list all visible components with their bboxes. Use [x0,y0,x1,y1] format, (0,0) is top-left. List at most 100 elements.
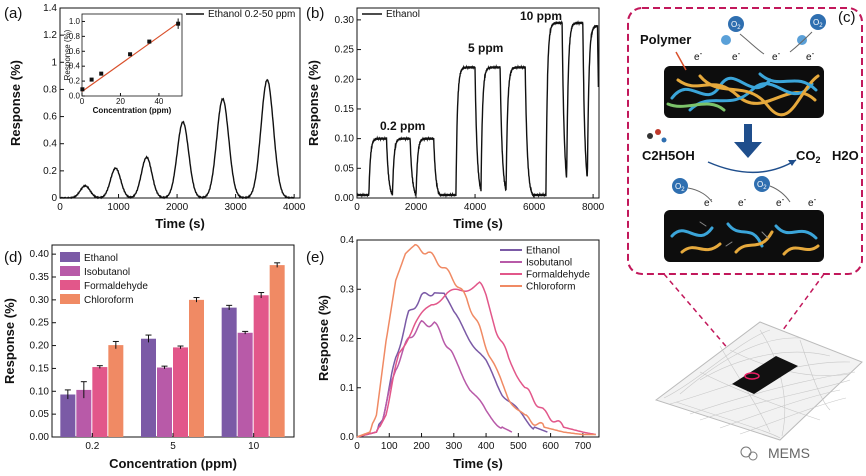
panel-e-axis-ticks: 0 100 200 300 400 500 600 700 0.0 0.1 0.2 0.3 0.4 [340,235,592,452]
polymer-chains-top [666,72,820,117]
a-xtick-label-1: 1000 [107,202,130,213]
panel-d-axis-ticks: 0.00 0.05 0.10 0.15 0.20 0.25 0.30 0.35 0.40 [30,249,56,443]
svg-text:O2: O2 [675,182,685,193]
bar-isobutanol-2 [237,332,253,437]
a-ytick-label-5: 1 [51,57,57,68]
inset-fit-line [81,22,179,93]
panel-b-response-curve [356,19,600,198]
annotation-5ppm: 5 ppm [468,41,503,55]
inset-ylabel: Response (%) [63,29,72,80]
panel-b-axis-ticks: 0 2000 4000 6000 8000 0.00 0.05 0.10 0.15 0.20 0.2… [335,15,605,213]
annotation-0-2ppm: 0.2 ppm [380,119,425,133]
a-ytick-label-3: 0.6 [43,112,57,123]
d-ytick-label-7: 0.35 [30,272,50,283]
inset-points [80,18,181,92]
d-ytick-label-4: 0.20 [30,341,50,352]
e-xtick-label-4: 400 [478,441,495,452]
curve-isobutanol [356,319,513,438]
e-legend-label-formaldehyde: Formaldehyde [526,270,590,281]
b-xtick-label-1: 2000 [405,202,428,213]
panel-a-legend-label: Ethanol 0.2-50 ppm [208,9,295,20]
panel-e: (e) 0 100 200 300 400 500 600 700 0.0 0.1 0.2 0.3 0.… [306,235,600,471]
watermark-text: MEMS [768,445,810,461]
svg-text:e-: e- [808,195,817,209]
bar-isobutanol-1 [157,367,172,437]
panel-e-xlabel: Time (s) [453,456,503,471]
electron-labels-top: e- e- e- e- [694,49,815,63]
inset-ytick-label-4: 0.8 [69,32,81,41]
inset-ticks: 0 20 40 0.0 0.2 0.4 0.6 0.8 1.0 [69,17,164,106]
e-ytick-label-1: 0.1 [340,383,354,394]
inset-xtick-label-0: 0 [80,97,85,106]
b-xtick-label-2: 4000 [464,202,487,213]
panel-c-schematic: (c) e- e- e- e- O2 O2 [627,7,863,461]
legend-label-ethanol: Ethanol [84,253,118,264]
e-ytick-label-4: 0.4 [340,235,354,246]
svg-text:e-: e- [772,49,781,63]
inset-xtick-label-1: 20 [116,97,125,106]
a-xtick-label-4: 4000 [283,202,306,213]
bar-ethanol-1 [141,338,156,437]
d-ytick-label-3: 0.15 [30,363,50,374]
reaction-equation: C2H5OH CO2 H2O [642,129,859,173]
e-xtick-label-5: 500 [510,441,527,452]
panel-a-response-curve [60,78,295,200]
legend-label-chloroform: Chloroform [84,295,133,306]
process-arrow [734,124,762,158]
panel-a: (a) 0 1000 2000 3000 4000 0 0.2 0.4 0.6 0.8 1 1.2 1.… [4,3,306,231]
inset-point-1 [89,77,94,82]
bar-chloroform-1 [189,299,204,437]
e-xtick-label-2: 200 [413,441,430,452]
panel-a-xlabel: Time (s) [155,216,205,231]
a-ytick-label-1: 0.2 [43,166,57,177]
e-xtick-label-7: 700 [575,441,592,452]
panel-a-label: (a) [4,5,22,22]
oxygen-molecules-top: O2 O2 [721,14,826,55]
d-ytick-label-2: 0.10 [30,386,50,397]
legend-label-formaldehyde: Formaldehyde [84,281,148,292]
d-ytick-label-5: 0.25 [30,318,50,329]
panel-c-label: (c) [838,9,856,26]
panel-e-ylabel: Response (%) [316,295,331,381]
b-ytick-label-4: 0.20 [335,74,355,85]
panel-b-xlabel: Time (s) [453,216,503,231]
b-xtick-label-4: 8000 [582,202,605,213]
inset-point-0 [80,87,85,92]
a-xtick-label-0: 0 [57,202,63,213]
b-xtick-label-0: 0 [354,202,360,213]
annotation-10ppm: 10 ppm [520,9,562,23]
panel-d-bars: 0.2 5 10 [60,262,285,452]
legend-swatch-isobutanol [60,266,80,276]
panel-d-ylabel: Response (%) [2,298,17,384]
panel-d-xlabel: Concentration (ppm) [109,456,237,471]
a-ytick-label-4: 0.8 [43,84,57,95]
a-xtick-label-2: 2000 [166,202,189,213]
bar-chloroform-2 [269,265,285,437]
d-category-label-1: 5 [170,441,176,452]
bar-ethanol-0 [60,394,76,437]
bar-chloroform-0 [108,345,124,437]
panel-b-ylabel: Response (%) [306,60,321,146]
a-ytick-label-2: 0.4 [43,139,57,150]
panel-a-frame [59,7,301,199]
inset-xtick-label-2: 40 [154,97,163,106]
d-ytick-label-1: 0.05 [30,409,50,420]
panel-d-label: (d) [4,249,22,266]
polymer-label: Polymer [640,32,691,47]
panel-b: (b) 0 2000 4000 6000 8000 0.00 0.05 0.10 0.15 0.2… [306,5,605,231]
d-ytick-label-0: 0.00 [30,432,50,443]
panel-a-ylabel: Response (%) [8,60,23,146]
b-ytick-label-0: 0.00 [335,193,355,204]
a-xtick-label-3: 3000 [224,202,247,213]
d-ytick-label-8: 0.40 [30,249,50,260]
d-category-label-2: 10 [248,441,260,452]
polymer-pointer [675,51,687,71]
d-ytick-label-6: 0.30 [30,295,50,306]
inset-ytick-label-1: 0.2 [69,77,81,86]
inset-ytick-label-0: 0.0 [69,92,81,101]
panel-e-label: (e) [306,249,324,266]
panel-b-frame [356,7,600,199]
svg-text:O2: O2 [813,18,823,29]
